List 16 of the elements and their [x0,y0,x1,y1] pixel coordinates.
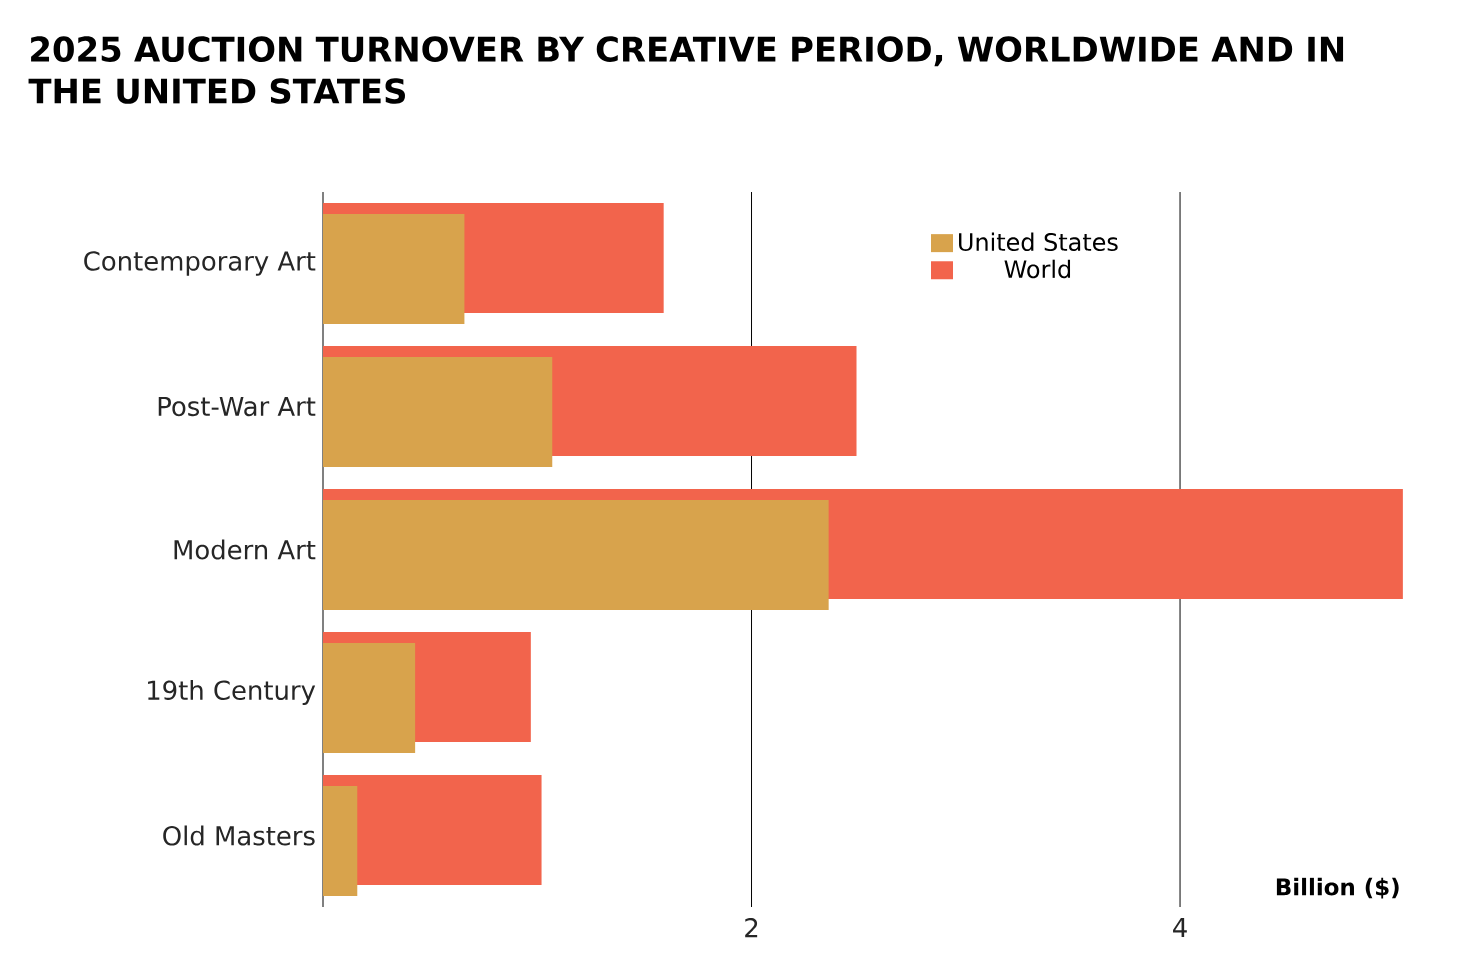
x-tick-label: 4 [1173,918,1187,937]
y-tick-label: 19th Century [148,679,316,706]
bar [323,500,829,611]
bar [323,643,416,754]
bar [323,214,465,325]
y-tick-label: Contemporary Art [84,251,316,276]
x-axis-title: Billion ($) [1276,877,1399,899]
y-tick-label: Post-War Art [158,396,316,417]
chart-title: 2025 AUCTION TURNOVER BY CREATIVE PERIOD, WORLDWIDE AND IN THE UNITED STATES [28,36,1344,104]
legend-label: World [1004,259,1071,279]
y-tick-label: Modern Art [174,539,316,560]
bar [323,357,553,468]
x-tick-label: 2 [745,918,758,938]
bar [323,786,358,897]
y-tick-label: Old Masters [163,825,315,846]
legend-label: United States [959,232,1118,252]
